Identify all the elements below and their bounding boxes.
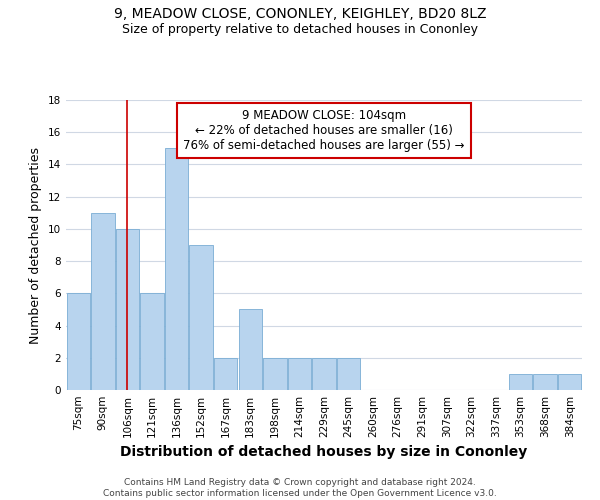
Bar	[313, 358, 335, 390]
Bar	[190, 245, 213, 390]
Text: Contains HM Land Registry data © Crown copyright and database right 2024.
Contai: Contains HM Land Registry data © Crown c…	[103, 478, 497, 498]
Bar	[558, 374, 581, 390]
Text: 9, MEADOW CLOSE, CONONLEY, KEIGHLEY, BD20 8LZ: 9, MEADOW CLOSE, CONONLEY, KEIGHLEY, BD2…	[114, 8, 486, 22]
Bar	[288, 358, 311, 390]
Y-axis label: Number of detached properties: Number of detached properties	[29, 146, 43, 344]
Bar	[533, 374, 557, 390]
Bar	[509, 374, 532, 390]
Bar	[263, 358, 287, 390]
Bar	[140, 294, 164, 390]
Bar	[91, 213, 115, 390]
Bar	[67, 294, 90, 390]
Text: Size of property relative to detached houses in Cononley: Size of property relative to detached ho…	[122, 22, 478, 36]
Bar	[165, 148, 188, 390]
Bar	[337, 358, 360, 390]
Bar	[116, 229, 139, 390]
Bar	[239, 310, 262, 390]
Text: 9 MEADOW CLOSE: 104sqm
← 22% of detached houses are smaller (16)
76% of semi-det: 9 MEADOW CLOSE: 104sqm ← 22% of detached…	[183, 108, 465, 152]
Bar	[214, 358, 238, 390]
X-axis label: Distribution of detached houses by size in Cononley: Distribution of detached houses by size …	[121, 446, 527, 460]
